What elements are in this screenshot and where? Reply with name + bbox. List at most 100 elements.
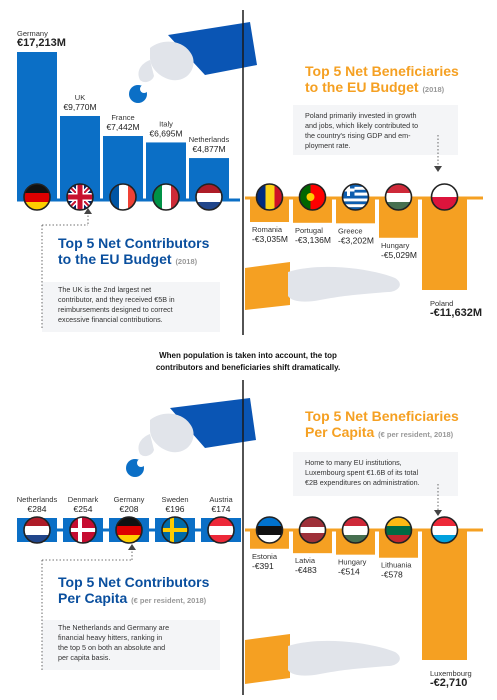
chart-title: Top 5 Net Beneficiaries (305, 63, 459, 79)
category-label: Hungary (381, 241, 410, 250)
chart-title-line-2: to the EU Budget (2018) (58, 251, 198, 267)
chart-title-line-2: to the EU Budget (2018) (305, 79, 445, 95)
value-label: €7,442M (106, 122, 139, 132)
chart-title: Top 5 Net Beneficiaries (305, 408, 459, 424)
romania-flag-icon (255, 183, 284, 211)
net-beneficiaries-chart: Romania-€3,035M Portugal-€3,136M Greece-€3… (245, 63, 483, 319)
portugal-flag-icon (298, 183, 327, 211)
category-label: Germany (17, 29, 48, 38)
category-label: Greece (338, 226, 363, 235)
value-label: €174 (212, 504, 231, 514)
category-label: Netherlands (189, 135, 230, 144)
denmark-flag-icon (69, 516, 97, 544)
chart-subtitle: (2018) (175, 257, 197, 266)
chart-subtitle: (€ per resident, 2018) (131, 596, 207, 605)
category-label: Austria (209, 495, 233, 504)
value-label: €17,213M (17, 37, 66, 49)
middle-left-hand-illustration (138, 398, 256, 457)
chart-subtitle: (2018) (422, 85, 444, 94)
note-line: reimbursements designed to correct (58, 305, 173, 314)
value-label: €196 (166, 504, 185, 514)
note-line: €2B expenditures on administration. (305, 478, 420, 487)
note-line: and jobs, which likely contributed to (305, 121, 418, 130)
note-line: Poland primarily invested in growth (305, 111, 416, 120)
note-line: contributor, and they received €5B in (58, 295, 175, 304)
category-label: Estonia (252, 552, 278, 561)
value-label: €208 (120, 504, 139, 514)
per-capita-beneficiaries-chart: Estonia-€391 Latvia-€483 Hungary-€514 Lithu… (245, 408, 483, 689)
latvia-flag-icon (298, 516, 327, 544)
category-label: Sweden (161, 495, 188, 504)
category-label: Latvia (295, 556, 316, 565)
note-line: Luxembourg spent €1.6B of its total (305, 468, 418, 477)
note-line: The UK is the 2nd largest net (58, 285, 151, 294)
value-label: €4,877M (192, 144, 225, 154)
chart-title: Top 5 Net Contributors (58, 235, 210, 251)
coin-icon (129, 85, 148, 103)
note-box (42, 620, 220, 670)
connector-line (41, 212, 89, 330)
value-label: -€483 (295, 565, 317, 575)
hungary-flag-icon (384, 183, 413, 211)
italy-flag-icon (152, 183, 180, 211)
note-box (42, 282, 220, 332)
austria-flag-icon (207, 516, 235, 544)
bar (422, 198, 467, 290)
bottom-right-hand-illustration (245, 262, 400, 310)
top-left-hand-illustration (138, 22, 257, 83)
net-contributors-chart: Germany€17,213M UK€9,770M France€7,442M Ita… (17, 29, 240, 332)
category-label: Hungary (338, 558, 367, 567)
category-label: Italy (159, 119, 173, 128)
note-line: Home to many EU institutions, (305, 458, 402, 467)
value-label: -€2,710 (430, 677, 467, 689)
chart-title-line-2: Per Capita (€ per resident, 2018) (305, 424, 454, 440)
netherlands-flag-icon (23, 516, 51, 544)
connector-arrow (434, 166, 442, 172)
middle-caption-line-1: When population is taken into account, t… (159, 351, 337, 360)
category-label: Lithuania (381, 561, 412, 570)
middle-caption-line-2: contributors and beneficiaries shift dra… (156, 363, 340, 372)
coin-icon-2 (126, 459, 145, 477)
note-line: the top 5 on both an absolute and (58, 643, 165, 652)
category-label: Portugal (295, 226, 323, 235)
note-line: ployment rate. (305, 141, 351, 150)
bottom-right-hand-illustration-2 (245, 634, 400, 684)
hungary-flag-icon (341, 516, 370, 544)
value-label: €254 (74, 504, 93, 514)
france-flag-icon (109, 183, 137, 211)
value-label: €9,770M (63, 102, 96, 112)
chart-title: Top 5 Net Contributors (58, 574, 210, 590)
bar (17, 52, 57, 200)
note-line: the country's rising GDP and em- (305, 131, 411, 140)
connector-line (41, 548, 133, 670)
category-label: Denmark (68, 495, 99, 504)
category-label: Luxembourg (430, 669, 472, 678)
category-label: UK (75, 93, 85, 102)
value-label: -€3,202M (338, 235, 374, 245)
estonia-flag-icon (255, 516, 284, 544)
value-label: -€5,029M (381, 250, 417, 260)
category-label: France (111, 113, 134, 122)
category-label: Poland (430, 299, 453, 308)
connector-arrow (84, 208, 92, 214)
value-label: -€578 (381, 570, 403, 580)
greece-flag-icon (341, 183, 370, 211)
category-label: Germany (114, 495, 145, 504)
per-capita-contributors-chart: Netherlands€284 Denmark€254 Germany€208 Swe… (17, 495, 241, 670)
poland-flag-icon (430, 183, 459, 211)
connector-arrow (128, 544, 136, 550)
value-label: -€3,136M (295, 235, 331, 245)
luxembourg-flag-icon (430, 516, 459, 544)
bar (422, 530, 467, 660)
note-line: per capita basis. (58, 653, 110, 662)
value-label: €6,695M (149, 128, 182, 138)
uk-flag-icon (66, 183, 94, 211)
sweden-flag-icon (161, 516, 189, 544)
lithuania-flag-icon (384, 516, 413, 544)
value-label: -€3,035M (252, 234, 288, 244)
netherlands-flag-icon (195, 183, 223, 211)
note-line: financial heavy hitters, ranking in (58, 633, 162, 642)
category-label: Romania (252, 225, 283, 234)
category-label: Netherlands (17, 495, 58, 504)
